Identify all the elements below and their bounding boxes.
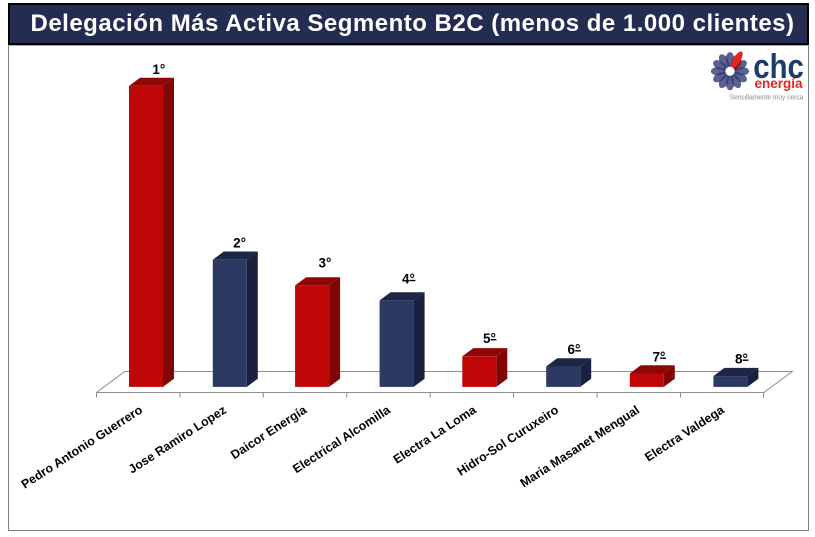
svg-text:Electra La Loma: Electra La Loma: [391, 403, 479, 467]
svg-text:4°: 4°: [402, 272, 415, 287]
svg-text:energía: energía: [755, 76, 803, 91]
svg-text:5°: 5°: [483, 331, 496, 346]
svg-text:1°: 1°: [152, 62, 165, 77]
svg-text:Electra Valdega: Electra Valdega: [642, 403, 727, 465]
svg-text:8°: 8°: [735, 351, 748, 366]
svg-text:Sencillamente muy cerca: Sencillamente muy cerca: [730, 95, 804, 102]
svg-text:3°: 3°: [319, 255, 332, 270]
svg-text:Pedro Antonio Guerrero: Pedro Antonio Guerrero: [19, 403, 146, 492]
svg-text:7°: 7°: [653, 349, 666, 364]
svg-text:Daicor Energía: Daicor Energía: [228, 403, 309, 462]
svg-text:2°: 2°: [233, 236, 246, 251]
svg-text:chc: chc: [753, 48, 804, 86]
svg-text:6°: 6°: [568, 342, 581, 357]
